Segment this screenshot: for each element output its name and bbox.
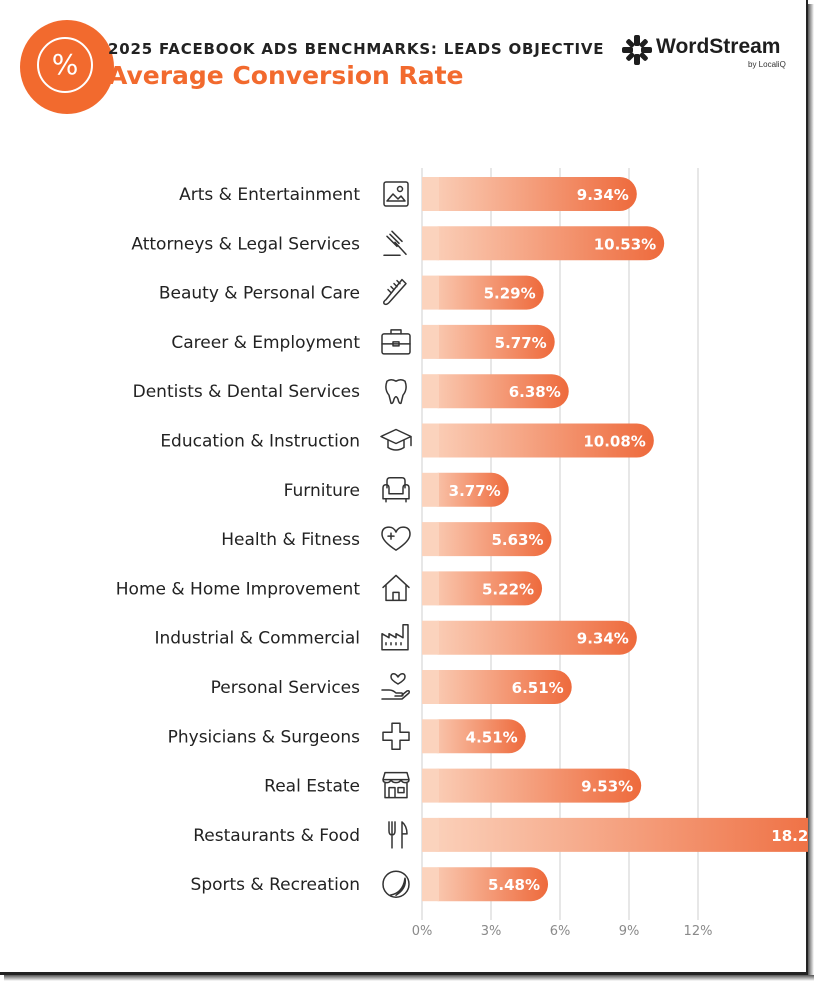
fork-knife-icon — [388, 821, 408, 849]
bar-base — [422, 324, 439, 359]
category-label: Dentists & Dental Services — [133, 382, 361, 402]
graduation-cap-icon — [380, 428, 412, 451]
bar-value-label: 3.77% — [449, 482, 501, 500]
category-label: Education & Instruction — [160, 432, 360, 452]
factory-icon — [381, 623, 409, 651]
bar-value-label: 5.22% — [482, 580, 534, 598]
bar-base — [422, 522, 439, 557]
wordstream-logo: WordStream by LocaliQ — [620, 33, 800, 73]
x-tick-label: 6% — [550, 924, 571, 939]
bar-value-label: 10.53% — [594, 235, 656, 253]
bar-value-label: 6.51% — [512, 679, 564, 697]
frame-shadow-right — [808, 4, 814, 981]
bar-base — [422, 472, 439, 507]
chart-supertitle: 2025 FACEBOOK ADS BENCHMARKS: LEADS OBJE… — [108, 40, 605, 58]
percent-badge: % — [20, 20, 114, 114]
bar-value-label: 9.34% — [577, 186, 629, 204]
heart-icon — [381, 526, 411, 551]
bar — [422, 522, 552, 557]
category-label: Personal Services — [211, 678, 360, 698]
gavel-icon — [383, 230, 407, 257]
category-label: Sports & Recreation — [191, 875, 360, 895]
bar — [422, 275, 544, 310]
bar-value-label: 5.77% — [495, 334, 547, 352]
bar-value-label: 18.25% — [771, 827, 808, 845]
bar — [422, 374, 569, 409]
bar-value-label: 5.29% — [484, 285, 536, 303]
bar — [422, 768, 642, 803]
wordstream-logo-icon — [622, 35, 652, 65]
hair-comb-icon — [383, 278, 407, 306]
category-label: Attorneys & Legal Services — [131, 234, 360, 254]
category-label: Restaurants & Food — [193, 826, 360, 846]
category-label: Industrial & Commercial — [155, 629, 360, 649]
category-label: Home & Home Improvement — [116, 579, 361, 599]
category-label: Physicians & Surgeons — [168, 727, 361, 747]
bar-base — [422, 571, 439, 606]
bar-value-label: 10.08% — [583, 433, 645, 451]
medical-cross-icon — [382, 722, 410, 751]
bar — [422, 177, 637, 211]
bar-value-label: 9.34% — [577, 630, 629, 648]
bar-base — [422, 423, 439, 458]
category-label: Career & Employment — [171, 333, 360, 353]
bar-base — [422, 374, 439, 409]
category-label: Real Estate — [264, 777, 360, 797]
bar — [422, 817, 808, 852]
house-icon — [382, 574, 410, 602]
bar-base — [422, 817, 439, 852]
bar — [422, 719, 526, 754]
frame-shadow-bottom — [4, 975, 814, 981]
image-icon — [383, 181, 409, 207]
bar — [422, 226, 665, 261]
bar-base — [422, 275, 439, 310]
bar — [422, 324, 555, 359]
bar — [422, 472, 509, 507]
briefcase-icon — [381, 329, 411, 355]
bar-base — [422, 177, 439, 211]
bar-value-label: 5.63% — [491, 531, 543, 549]
armchair-icon — [382, 477, 410, 503]
ball-icon — [382, 870, 410, 898]
bar-value-label: 9.53% — [581, 778, 633, 796]
bar — [422, 620, 637, 655]
bar — [422, 670, 572, 704]
bar-base — [422, 768, 439, 803]
bar — [422, 571, 543, 606]
chart-title: Average Conversion Rate — [108, 61, 464, 90]
x-tick-label: 3% — [481, 924, 502, 939]
bar-base — [422, 620, 439, 655]
tooth-icon — [385, 378, 407, 405]
logo-brand-text: WordStream — [656, 35, 781, 58]
bar-value-label: 4.51% — [466, 728, 518, 746]
x-tick-label: 9% — [619, 924, 640, 939]
bar-base — [422, 867, 439, 902]
bar-value-label: 5.48% — [488, 876, 540, 894]
storefront-icon — [382, 771, 410, 799]
category-label: Beauty & Personal Care — [159, 284, 360, 304]
hand-heart-icon — [381, 673, 410, 700]
bar-base — [422, 670, 439, 704]
category-label: Furniture — [284, 481, 360, 501]
bar-base — [422, 719, 439, 754]
x-tick-label: 12% — [684, 924, 713, 939]
bar — [422, 423, 654, 458]
logo-sub-text: by LocaliQ — [748, 60, 786, 69]
bar — [422, 867, 549, 902]
percent-icon: % — [37, 37, 93, 93]
category-label: Arts & Entertainment — [179, 185, 360, 205]
bar-chart: 9.34% 10.53% 5.29% 5.77% 6.38% 10.08% 3.77% 5.6… — [116, 168, 808, 939]
category-label: Health & Fitness — [221, 530, 360, 550]
bar-base — [422, 226, 439, 261]
x-tick-label: 0% — [412, 924, 433, 939]
bar-value-label: 6.38% — [509, 383, 561, 401]
